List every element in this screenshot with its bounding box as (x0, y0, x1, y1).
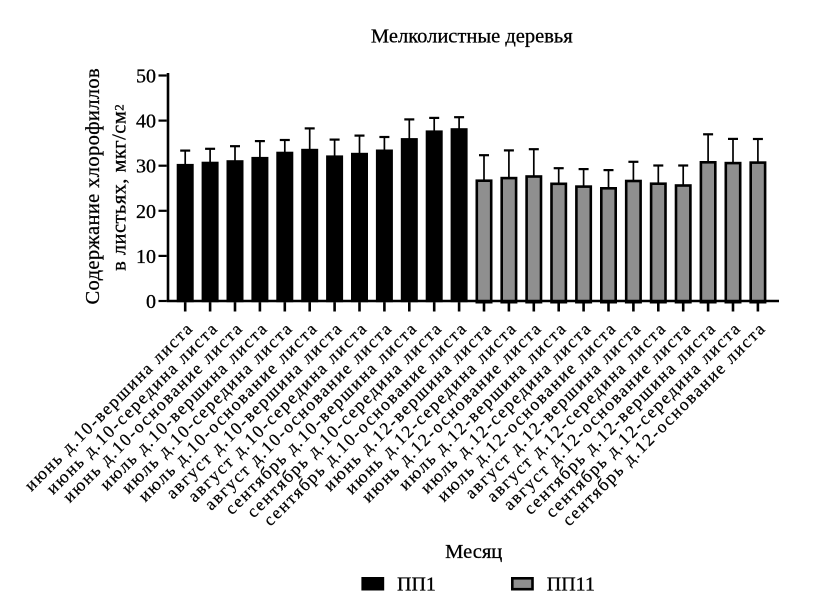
svg-text:20: 20 (136, 201, 156, 223)
svg-text:30: 30 (136, 156, 156, 178)
svg-text:Мелколистные деревья: Мелколистные деревья (371, 25, 573, 47)
svg-text:ПП1: ПП1 (397, 574, 436, 596)
svg-text:Месяц: Месяц (445, 541, 502, 563)
svg-text:50: 50 (136, 66, 156, 88)
svg-text:40: 40 (136, 111, 156, 133)
svg-text:Содержание хлорофиллов: Содержание хлорофиллов (82, 68, 104, 305)
svg-text:0: 0 (146, 291, 156, 313)
svg-text:ПП11: ПП11 (547, 574, 595, 596)
svg-text:10: 10 (136, 246, 156, 268)
svg-text:в листьях, мкг/см2: в листьях, мкг/см2 (109, 104, 131, 271)
